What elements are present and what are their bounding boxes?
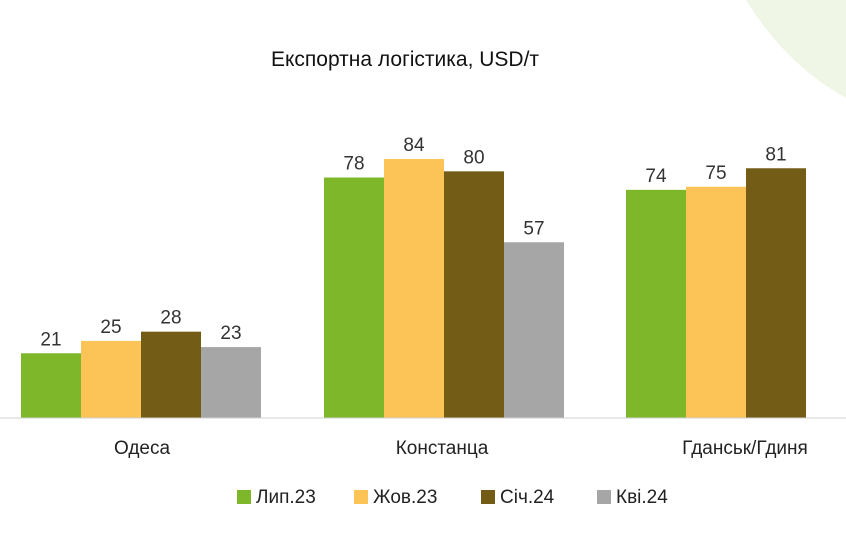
legend-swatch-1	[354, 490, 368, 504]
bar-2-2	[746, 168, 806, 418]
legend: Лип.23 Жов.23 Січ.24 Кві.24	[237, 487, 668, 508]
value-label-0-1: 25	[100, 317, 121, 338]
category-label-2: Гданськ/Гдиня	[682, 438, 808, 459]
bar-1-2	[444, 171, 504, 418]
bar-1-0	[324, 177, 384, 418]
value-label-1-3: 57	[523, 218, 544, 239]
value-label-0-2: 28	[160, 308, 181, 329]
legend-label-0: Лип.23	[256, 487, 316, 508]
legend-swatch-2	[481, 490, 495, 504]
value-label-0-3: 23	[220, 323, 241, 344]
legend-swatch-3	[597, 490, 611, 504]
bar-1-1	[384, 159, 444, 418]
value-label-0-0: 21	[40, 329, 61, 350]
value-label-1-0: 78	[343, 154, 364, 175]
bar-0-1	[81, 340, 141, 418]
corner-decoration	[746, 0, 846, 98]
category-label-0: Одеса	[114, 438, 171, 459]
legend-label-3: Кві.24	[616, 487, 668, 508]
chart-title: Експортна логістика, USD/т	[271, 48, 539, 71]
value-label-2-2: 81	[765, 144, 786, 165]
value-labels-layer: 21 25 28 23 78 84 80 57 74 75 81	[40, 135, 786, 350]
category-label-1: Констанца	[396, 438, 489, 459]
bar-0-3	[201, 347, 261, 418]
category-labels-layer: Одеса Констанца Гданськ/Гдиня	[114, 438, 808, 459]
bars-layer	[21, 159, 806, 418]
bar-2-1	[686, 186, 746, 418]
bar-0-2	[141, 331, 201, 418]
legend-label-2: Січ.24	[500, 487, 555, 508]
bar-1-3	[504, 242, 564, 418]
bar-0-0	[21, 353, 81, 418]
value-label-1-1: 84	[403, 135, 425, 156]
value-label-2-1: 75	[705, 163, 726, 184]
value-label-2-0: 74	[645, 166, 667, 187]
value-label-1-2: 80	[463, 147, 484, 168]
legend-swatch-0	[237, 490, 251, 504]
legend-label-1: Жов.23	[373, 487, 437, 508]
bar-2-0	[626, 189, 686, 418]
